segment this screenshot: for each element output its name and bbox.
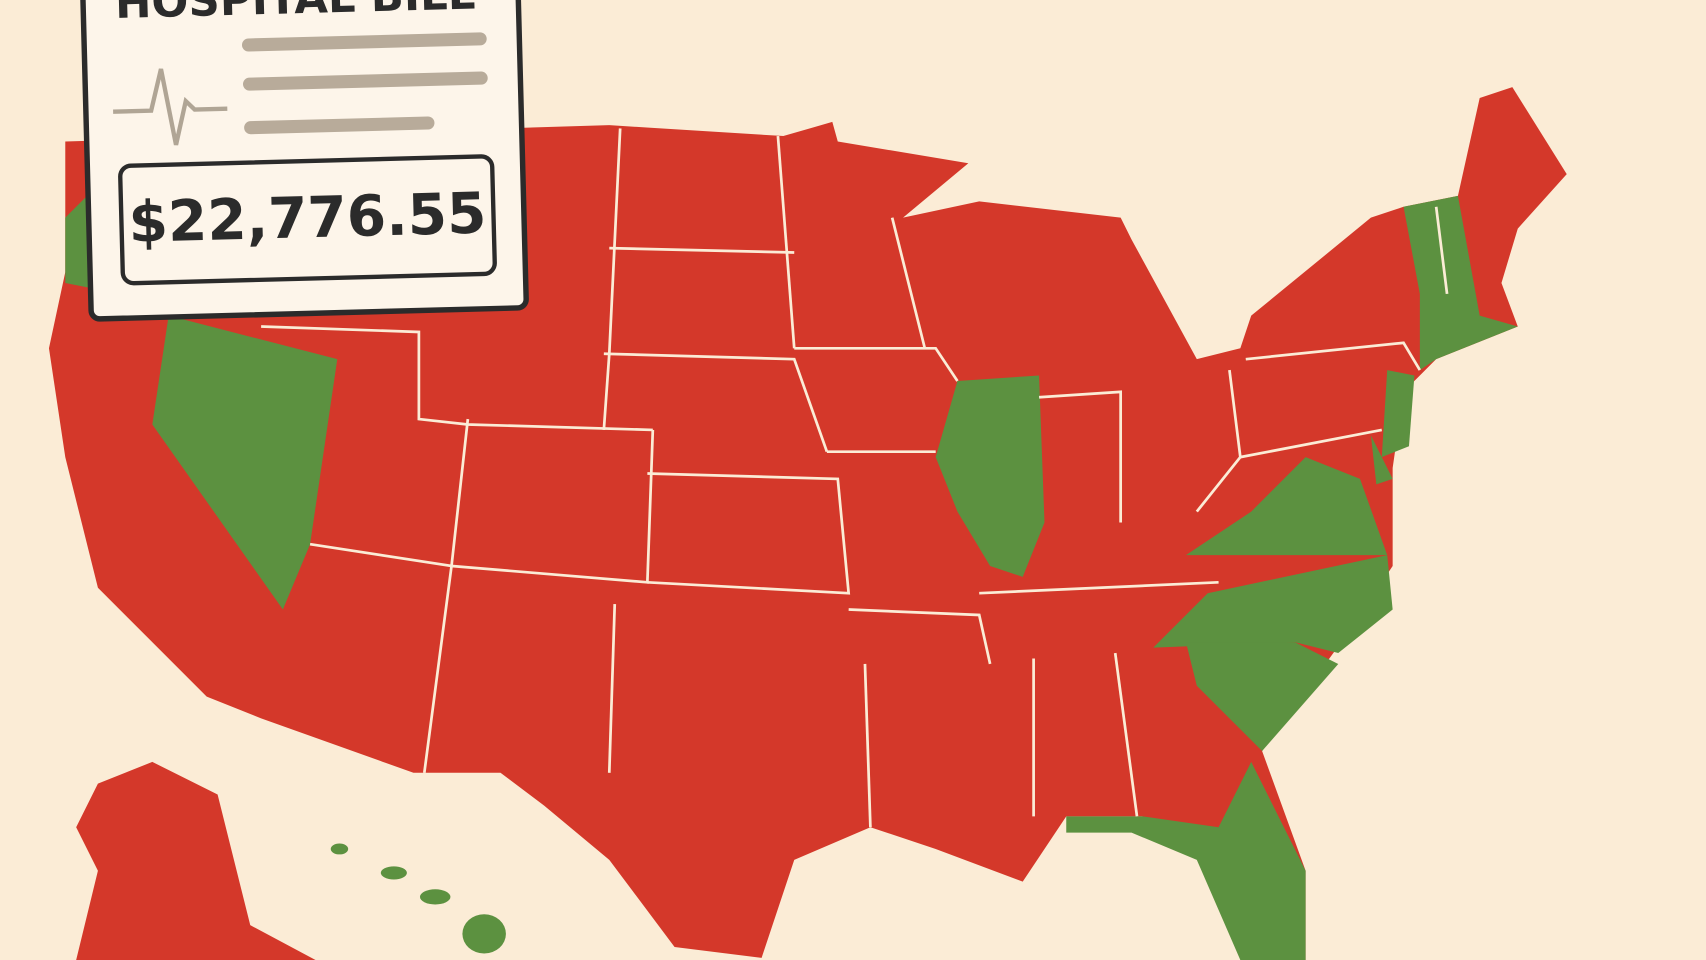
border [1434, 206, 1449, 295]
border [1245, 341, 1422, 371]
border [1038, 390, 1123, 523]
text-line [244, 116, 435, 135]
heartbeat-icon [113, 68, 228, 146]
border [422, 429, 655, 773]
border [647, 472, 851, 595]
florida [1066, 761, 1306, 960]
border [848, 608, 992, 665]
text-line [242, 71, 488, 91]
hospital-bill-card: HOSPITAL BILL $22,776.55 [79, 0, 529, 322]
oregon-edge [65, 190, 93, 289]
new-jersey [1381, 370, 1415, 458]
illinois [935, 375, 1045, 577]
border [776, 135, 796, 349]
border [261, 325, 653, 432]
alaska [76, 761, 316, 960]
bill-amount: $22,776.55 [128, 181, 487, 256]
border [1240, 428, 1383, 459]
border [979, 580, 1219, 595]
border [603, 352, 829, 453]
delaware [1370, 435, 1393, 485]
south-carolina [1185, 642, 1339, 752]
state-borders [261, 128, 1449, 828]
text-line [241, 32, 487, 52]
hawaii-island [462, 914, 506, 954]
amount-box [118, 154, 497, 286]
hawaii-island [419, 889, 451, 905]
border [794, 346, 959, 382]
virginia [1185, 457, 1388, 556]
new-england [1403, 195, 1518, 371]
green-states [65, 190, 1518, 960]
hawaii-island [330, 843, 349, 855]
north-carolina [1153, 555, 1393, 654]
border [607, 604, 617, 773]
border [1113, 652, 1139, 817]
nevada [152, 315, 338, 610]
border [863, 663, 872, 828]
hawaii-island [380, 866, 407, 880]
border [890, 217, 927, 349]
border [609, 246, 795, 254]
